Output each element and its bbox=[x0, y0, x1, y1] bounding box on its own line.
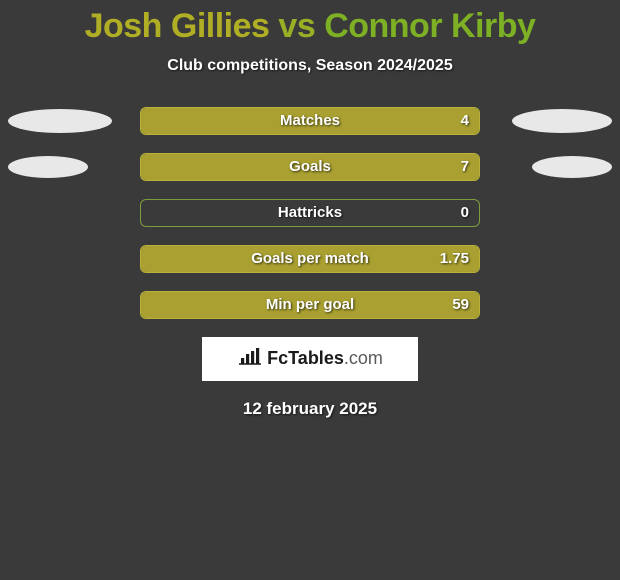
brand-text: FcTables.com bbox=[267, 348, 383, 369]
stat-bar-fill bbox=[141, 246, 479, 272]
brand-domain: .com bbox=[344, 348, 383, 368]
stat-bar: Matches4 bbox=[140, 107, 480, 135]
subtitle: Club competitions, Season 2024/2025 bbox=[0, 57, 620, 75]
stat-bar: Min per goal59 bbox=[140, 291, 480, 319]
stat-row: Goals per match1.75 bbox=[0, 245, 620, 273]
stat-bar-fill bbox=[141, 154, 479, 180]
stat-rows: Matches4 Goals7 Hattricks0 Goals per match1… bbox=[0, 107, 620, 319]
left-ellipse bbox=[8, 109, 112, 133]
stat-bar: Goals per match1.75 bbox=[140, 245, 480, 273]
stat-row: Matches4 bbox=[0, 107, 620, 135]
right-ellipse bbox=[532, 156, 612, 178]
vs-label: vs bbox=[278, 7, 315, 45]
stat-row: Hattricks0 bbox=[0, 199, 620, 227]
bar-chart-icon bbox=[237, 346, 263, 371]
stat-bar-fill bbox=[141, 292, 479, 318]
stat-bar: Hattricks0 bbox=[140, 199, 480, 227]
brand-name: FcTables bbox=[267, 348, 344, 368]
player1-name: Josh Gillies bbox=[85, 7, 270, 45]
stat-bar-fill bbox=[141, 108, 479, 134]
brand-badge: FcTables.com bbox=[202, 337, 418, 381]
stat-row: Goals7 bbox=[0, 153, 620, 181]
stat-label: Hattricks bbox=[141, 200, 479, 226]
player2-name: Connor Kirby bbox=[324, 7, 535, 45]
left-ellipse bbox=[8, 156, 88, 178]
stat-value: 0 bbox=[461, 200, 469, 226]
right-ellipse bbox=[512, 109, 612, 133]
stat-bar: Goals7 bbox=[140, 153, 480, 181]
stat-row: Min per goal59 bbox=[0, 291, 620, 319]
comparison-title: Josh Gillies vs Connor Kirby bbox=[0, 6, 620, 47]
snapshot-date: 12 february 2025 bbox=[0, 399, 620, 419]
